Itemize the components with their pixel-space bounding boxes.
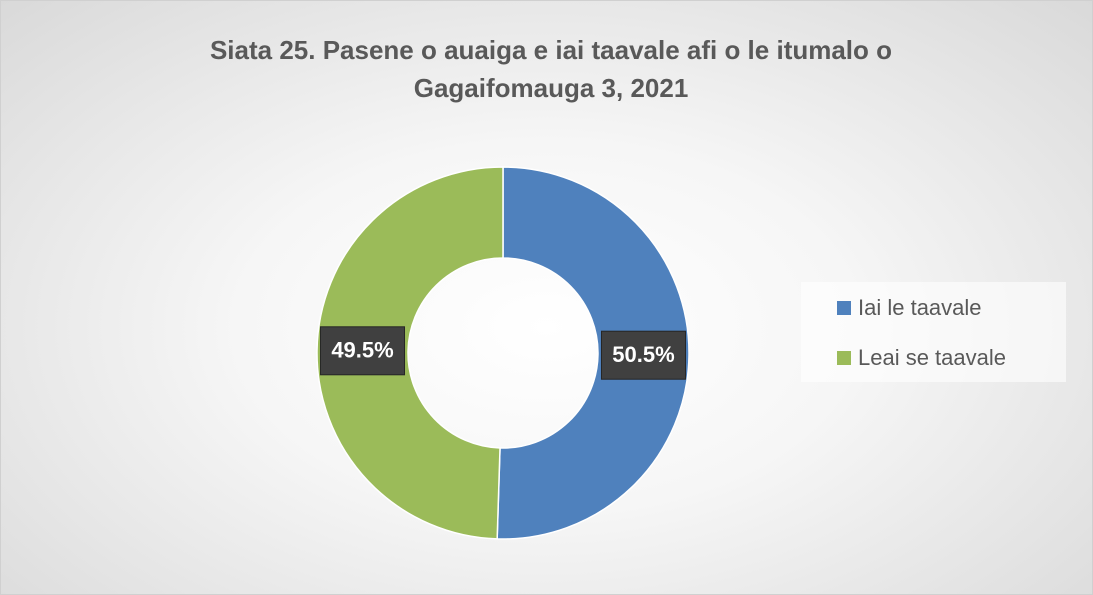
donut-slice	[316, 166, 504, 540]
donut-slice	[496, 166, 690, 540]
legend-swatch	[837, 351, 851, 365]
legend-label: Leai se taavale	[858, 345, 1006, 370]
legend-swatch	[837, 301, 851, 315]
legend-box	[801, 282, 1066, 382]
data-label-box	[600, 330, 686, 380]
chart-title: Siata 25. Pasene o auaiga e iai taavale …	[209, 35, 893, 103]
data-label: 50.5%	[612, 342, 674, 367]
data-label: 49.5%	[331, 338, 393, 363]
data-label-box	[320, 326, 406, 376]
legend-label: Iai le taavale	[858, 295, 982, 320]
